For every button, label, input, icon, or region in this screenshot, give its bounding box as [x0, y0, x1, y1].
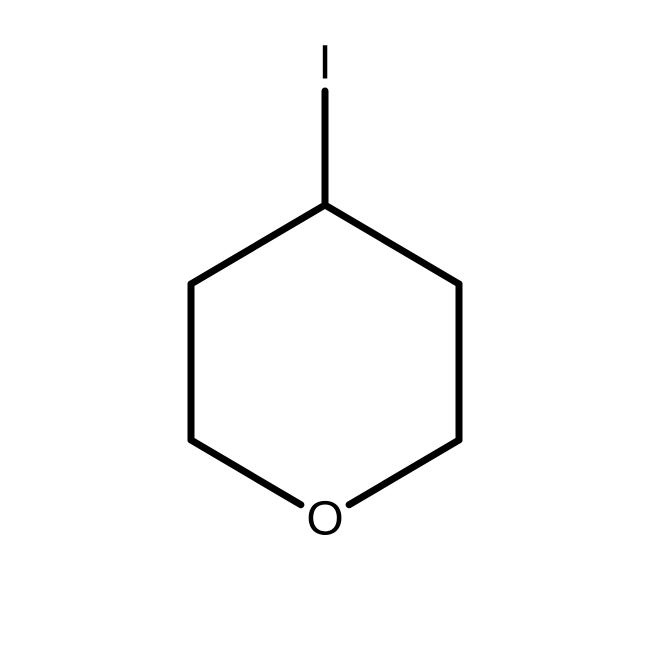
bond [325, 205, 459, 284]
molecule-svg: IO [0, 0, 650, 650]
structure-canvas: IO [0, 0, 650, 650]
atom-label-i: I [318, 37, 331, 90]
bond [191, 440, 301, 505]
bond-layer [191, 91, 459, 505]
bond [191, 205, 325, 284]
bond [349, 440, 459, 505]
atom-label-o: O [306, 493, 343, 546]
